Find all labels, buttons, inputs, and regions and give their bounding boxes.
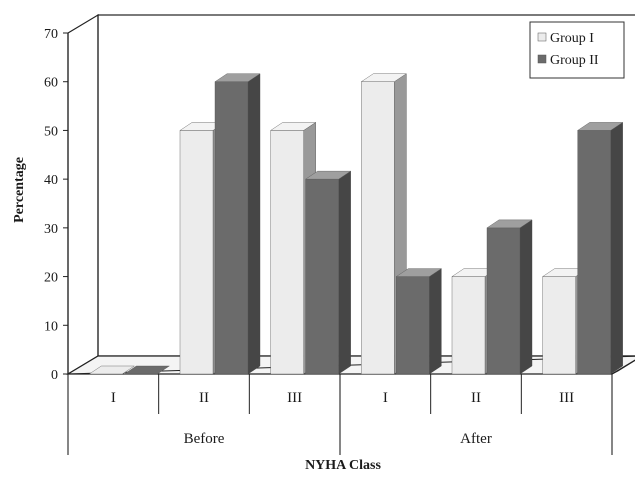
- y-tick-label: 30: [44, 222, 58, 237]
- x-category-label: I: [383, 390, 388, 406]
- x-group-label: After: [460, 431, 492, 447]
- bar-group-ii: [214, 73, 261, 375]
- y-tick-label: 60: [44, 76, 58, 91]
- legend: Group I Group II: [529, 21, 625, 79]
- bar-group-ii: [395, 268, 442, 375]
- bar-group-ii: [305, 170, 352, 375]
- x-category-label: II: [471, 390, 481, 406]
- bar-group-ii: [123, 365, 170, 375]
- x-category-label: III: [287, 390, 302, 406]
- legend-box: [529, 21, 625, 79]
- bar-group-i: [88, 365, 135, 375]
- legend-label: Group I: [550, 31, 594, 46]
- x-group-label: Before: [184, 431, 225, 447]
- y-tick-label: 50: [44, 124, 58, 139]
- y-tick-label: 70: [44, 27, 58, 42]
- x-category-label: III: [559, 390, 574, 406]
- x-category-label: II: [199, 390, 209, 406]
- bar-group-ii: [577, 122, 624, 375]
- y-tick-label: 0: [51, 368, 58, 383]
- y-axis-title: Percentage: [12, 157, 27, 223]
- x-axis-title: NYHA Class: [305, 458, 381, 473]
- y-tick-label: 10: [44, 319, 58, 334]
- y-tick-label: 20: [44, 271, 58, 286]
- bar-group-ii: [486, 219, 533, 375]
- side-wall: [67, 13, 99, 376]
- legend-swatch: [537, 32, 547, 42]
- legend-label: Group II: [550, 53, 599, 68]
- y-tick-label: 40: [44, 173, 58, 188]
- legend-swatch: [537, 54, 547, 64]
- x-category-label: I: [111, 390, 116, 406]
